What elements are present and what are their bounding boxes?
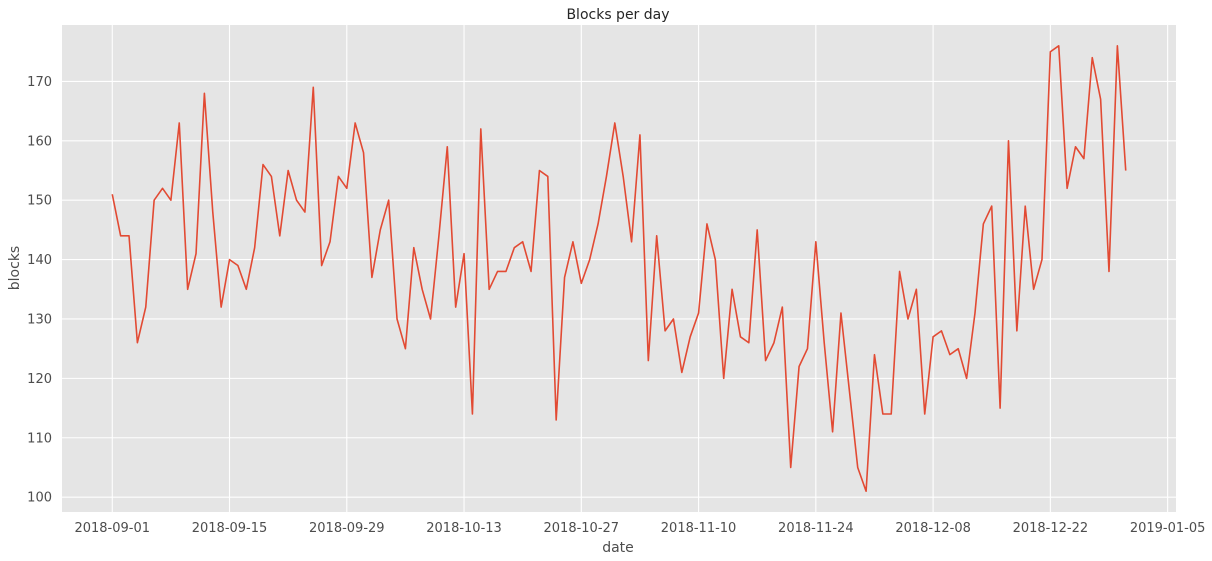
x-tick-label: 2018-09-29 bbox=[309, 521, 385, 536]
x-tick-label: 2018-11-24 bbox=[778, 521, 854, 536]
x-axis-ticks: 2018-09-01 2018-09-15 2018-09-29 2018-10-13… bbox=[74, 521, 1205, 536]
y-tick-label: 130 bbox=[27, 312, 52, 327]
y-axis-ticks: 100 110 120 130 140 150 160 170 bbox=[27, 75, 52, 506]
y-tick-label: 150 bbox=[27, 194, 52, 209]
x-tick-label: 2018-12-22 bbox=[1013, 521, 1089, 536]
y-tick-label: 170 bbox=[27, 75, 52, 90]
y-tick-label: 120 bbox=[27, 372, 52, 387]
y-axis-label: blocks bbox=[7, 246, 23, 290]
series-layer bbox=[111, 44, 1127, 493]
y-tick-label: 140 bbox=[27, 253, 52, 268]
x-tick-label: 2018-10-13 bbox=[426, 521, 502, 536]
y-tick-label: 110 bbox=[27, 431, 52, 446]
plot-area bbox=[62, 25, 1176, 512]
chart-title: Blocks per day bbox=[566, 7, 669, 23]
x-tick-label: 2018-12-08 bbox=[895, 521, 971, 536]
y-tick-label: 100 bbox=[27, 491, 52, 506]
x-tick-label: 2018-09-15 bbox=[192, 521, 268, 536]
blocks-series-line bbox=[111, 44, 1127, 493]
x-tick-label: 2018-10-27 bbox=[544, 521, 620, 536]
x-tick-label: 2018-09-01 bbox=[74, 521, 150, 536]
y-tick-label: 160 bbox=[27, 134, 52, 149]
x-tick-label: 2018-11-10 bbox=[661, 521, 737, 536]
gridlines bbox=[62, 25, 1176, 512]
x-axis-label: date bbox=[602, 540, 634, 556]
x-tick-label: 2019-01-05 bbox=[1130, 521, 1206, 536]
